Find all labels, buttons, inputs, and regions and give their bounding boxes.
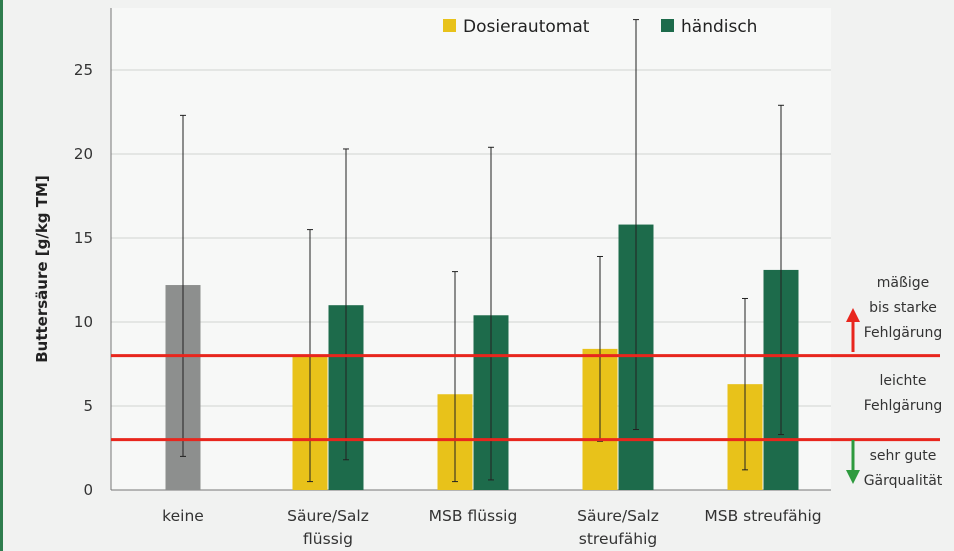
- zone-annotation: Fehlgärung: [864, 398, 943, 414]
- x-category-label: keine: [162, 507, 204, 525]
- y-tick-label: 20: [74, 145, 93, 163]
- zone-annotation: bis starke: [869, 300, 937, 316]
- zone-annotation: mäßige: [877, 275, 929, 291]
- down-arrow-icon: [846, 470, 860, 484]
- x-category-label: streufähig: [579, 530, 657, 548]
- x-category-label: MSB streufähig: [704, 507, 821, 525]
- butyric-acid-bar-chart: 0 5 10 15 20 25 Buttersäure [g/kg TM] keine Säur…: [33, 8, 943, 548]
- legend-swatch: [443, 19, 456, 32]
- y-tick-label: 15: [74, 229, 93, 247]
- zone-annotation: Fehlgärung: [864, 325, 943, 341]
- y-axis-label: Buttersäure [g/kg TM]: [33, 175, 51, 363]
- legend-label: Dosierautomat: [463, 17, 590, 37]
- x-category-label: flüssig: [303, 530, 353, 548]
- x-category-label: MSB flüssig: [429, 507, 518, 525]
- x-category-label: Säure/Salz: [577, 507, 659, 525]
- zone-annotation: Gärqualität: [864, 473, 943, 489]
- zone-annotation: leichte: [879, 373, 926, 389]
- y-tick-label: 10: [74, 313, 93, 331]
- x-category-label: Säure/Salz: [287, 507, 369, 525]
- legend-swatch: [661, 19, 674, 32]
- zone-annotation: sehr gute: [870, 448, 937, 464]
- y-tick-label: 0: [83, 481, 93, 499]
- legend-label: händisch: [681, 17, 757, 37]
- y-tick-label: 25: [74, 61, 93, 79]
- y-tick-label: 5: [83, 397, 93, 415]
- up-arrow-icon: [846, 308, 860, 322]
